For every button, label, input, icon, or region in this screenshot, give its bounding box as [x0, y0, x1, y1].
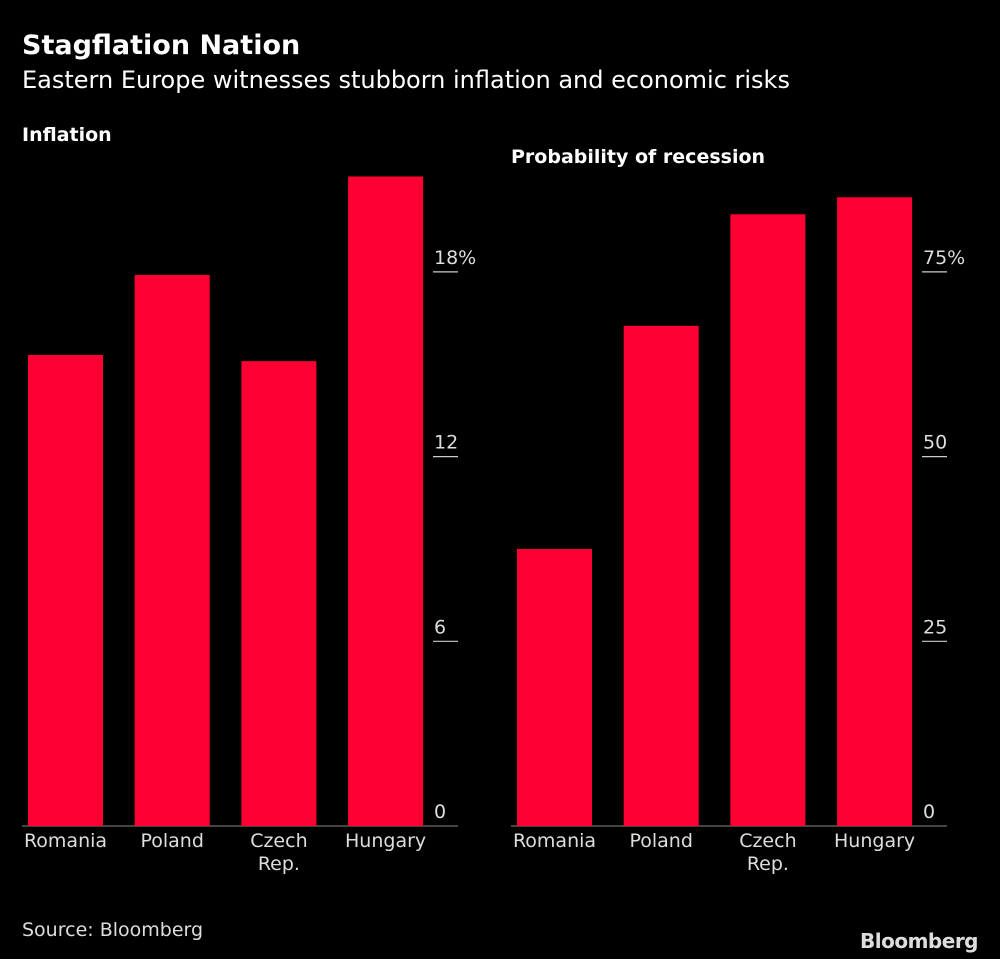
panel-title-inflation: Inflation: [22, 124, 112, 146]
bloomberg-logo: Bloomberg: [860, 929, 978, 953]
y-tick-label: 18%: [434, 247, 476, 269]
y-tick-label: 12: [434, 432, 458, 454]
bar-hungary: [837, 197, 913, 827]
y-tick-label: 0: [434, 801, 446, 823]
y-tick-label: 0: [923, 801, 935, 823]
x-tick-label: Rep.: [258, 853, 300, 875]
bar-czech-rep-: [241, 361, 317, 826]
bar-czech-rep-: [730, 214, 806, 826]
x-tick-label: Romania: [513, 830, 596, 852]
y-tick-label: 6: [434, 616, 446, 638]
y-tick-label: 25: [923, 616, 947, 638]
chart-subtitle: Eastern Europe witnesses stubborn inflat…: [22, 66, 790, 94]
x-tick-label: Hungary: [834, 830, 915, 852]
x-tick-label: Romania: [24, 830, 107, 852]
x-tick-label: Czech: [739, 830, 796, 852]
x-tick-label: Poland: [629, 830, 692, 852]
source-note: Source: Bloomberg: [22, 919, 204, 941]
x-tick-label: Czech: [250, 830, 307, 852]
chart-title: Stagflation Nation: [22, 30, 301, 61]
x-tick-label: Poland: [140, 830, 203, 852]
bar-romania: [517, 548, 592, 826]
x-tick-label: Rep.: [747, 853, 789, 875]
y-tick-label: 75%: [923, 247, 965, 269]
bar-hungary: [348, 176, 424, 826]
bar-poland: [134, 274, 210, 826]
panel-title-recession: Probability of recession: [511, 146, 766, 168]
x-tick-label: Hungary: [345, 830, 426, 852]
y-tick-label: 50: [923, 432, 947, 454]
bar-poland: [623, 325, 699, 826]
bar-romania: [28, 355, 103, 826]
